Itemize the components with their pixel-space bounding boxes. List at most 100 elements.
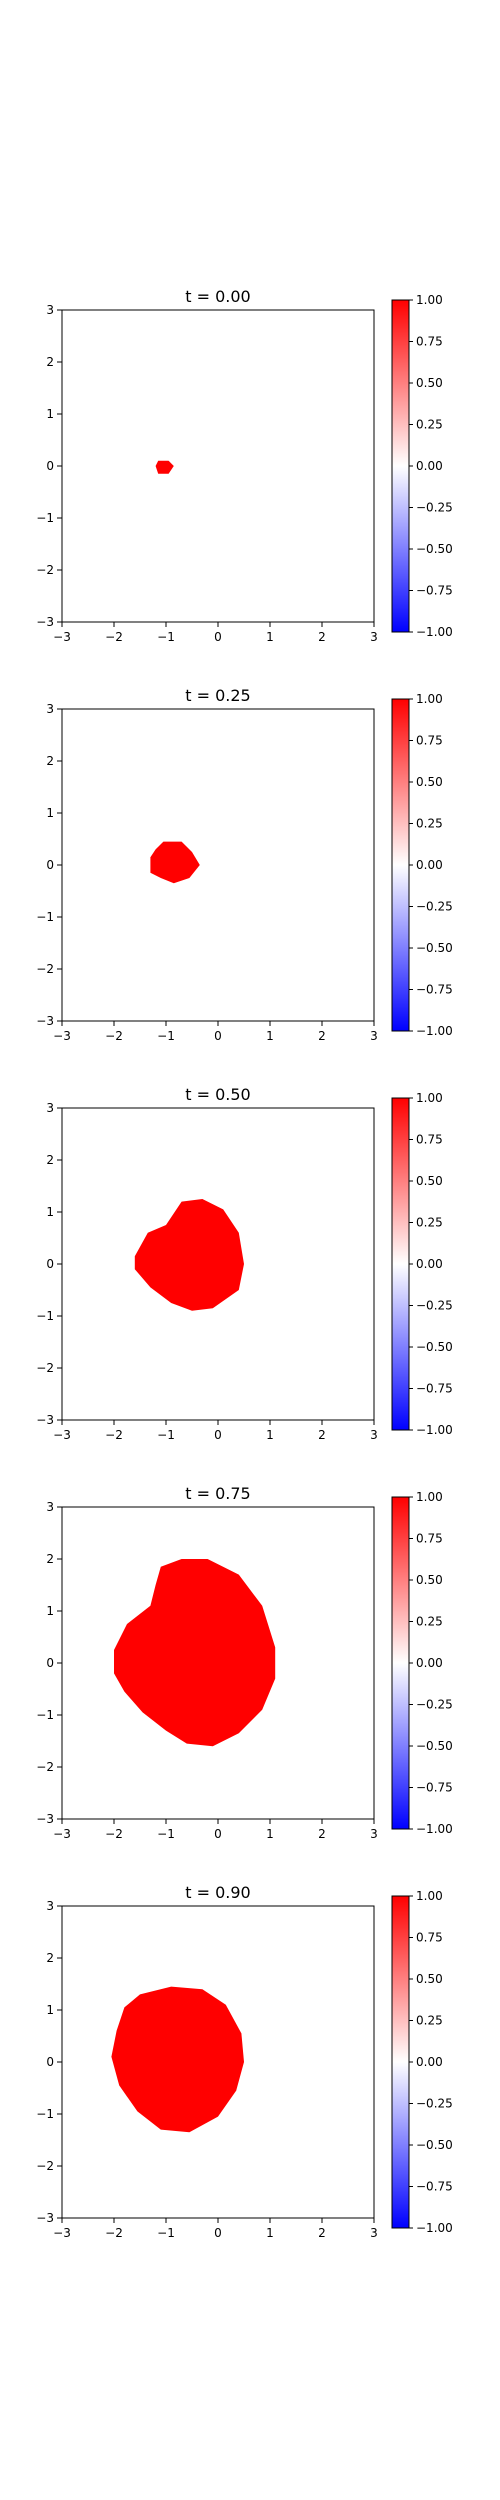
- y-tick-label: 3: [46, 1500, 54, 1514]
- y-tick-label: 3: [46, 702, 54, 716]
- colorbar-tick-label: 1.00: [416, 1889, 443, 1903]
- colorbar-tick-label: −0.75: [416, 584, 453, 598]
- x-tick-label: 3: [370, 1029, 378, 1043]
- y-tick-label: 1: [46, 2003, 54, 2017]
- colorbar-tick-label: 0.75: [416, 1532, 443, 1546]
- colorbar-tick-label: 0.75: [416, 734, 443, 748]
- x-tick-label: 1: [266, 1029, 274, 1043]
- x-tick-label: −3: [53, 1428, 71, 1442]
- y-tick-label: −2: [36, 563, 54, 577]
- x-tick-label: 1: [266, 1827, 274, 1841]
- colorbar-tick-label: 1.00: [416, 1091, 443, 1105]
- y-tick-label: 1: [46, 407, 54, 421]
- chart-panel-1: t = 0.25 −3 −2 −1 0 1 2 3 −3 −2 −1 0 1 2 3 1.00 0.75 0.50…: [36, 686, 452, 1043]
- x-tick-label: 3: [370, 1827, 378, 1841]
- y-tick-label: 0: [46, 858, 54, 872]
- heatmap-region: [134, 1199, 244, 1311]
- plot-frame: [61, 708, 375, 1022]
- x-tick-label: −1: [157, 1428, 175, 1442]
- colorbar-tick-label: −0.50: [416, 941, 453, 955]
- x-tick-label: 0: [214, 630, 222, 644]
- y-tick-label: 0: [46, 459, 54, 473]
- colorbar-tick-label: −1.00: [416, 1423, 453, 1437]
- chart-panel-0: t = 0.00 −3 −2 −1 0 1 2 3 −3 −2 −1 0 1 2 3 1.00 0.75 0.50…: [36, 287, 452, 644]
- colorbar-tick-label: 0.50: [416, 1174, 443, 1188]
- y-tick-label: 3: [46, 303, 54, 317]
- y-tick-label: 2: [46, 754, 54, 768]
- x-tick-label: −3: [53, 1827, 71, 1841]
- x-tick-label: 1: [266, 1428, 274, 1442]
- chart-panel-3: t = 0.75 −3 −2 −1 0 1 2 3 −3 −2 −1 0 1 2 3 1.00 0.75 0.50…: [36, 1484, 452, 1841]
- colorbar-tick-label: −0.50: [416, 2138, 453, 2152]
- y-tick-label: −1: [36, 1708, 54, 1722]
- x-tick-label: −2: [105, 1029, 123, 1043]
- x-tick-label: 3: [370, 630, 378, 644]
- colorbar-tick-label: −0.25: [416, 501, 453, 515]
- y-tick-label: 1: [46, 806, 54, 820]
- x-tick-label: −1: [157, 1029, 175, 1043]
- colorbar-tick-label: −0.50: [416, 1340, 453, 1354]
- y-tick-label: −1: [36, 511, 54, 525]
- colorbar-tick-label: 0.50: [416, 376, 443, 390]
- colorbar-tick-label: 0.25: [416, 2014, 443, 2028]
- x-tick-label: 0: [214, 1029, 222, 1043]
- y-tick-label: −2: [36, 962, 54, 976]
- y-tick-label: 1: [46, 1205, 54, 1219]
- y-tick-label: −2: [36, 1361, 54, 1375]
- heatmap-region: [155, 460, 174, 474]
- x-tick-label: 3: [370, 1428, 378, 1442]
- colorbar-tick-label: −1.00: [416, 1822, 453, 1836]
- x-tick-label: −2: [105, 630, 123, 644]
- colorbar-tick-label: −1.00: [416, 2221, 453, 2235]
- colorbar-tick-label: 0.00: [416, 459, 443, 473]
- colorbar-tick-label: −0.25: [416, 1299, 453, 1313]
- x-tick-label: 1: [266, 2226, 274, 2240]
- y-tick-label: 2: [46, 355, 54, 369]
- colorbar-tick-label: 0.00: [416, 858, 443, 872]
- colorbar-tick-label: 0.25: [416, 418, 443, 432]
- x-tick-label: −1: [157, 630, 175, 644]
- colorbar-tick-label: 0.00: [416, 1656, 443, 1670]
- y-tick-label: −1: [36, 1309, 54, 1323]
- y-tick-label: 2: [46, 1951, 54, 1965]
- colorbar-tick-label: 1.00: [416, 1490, 443, 1504]
- colorbar-tick-label: 0.50: [416, 1573, 443, 1587]
- x-tick-label: −1: [157, 1827, 175, 1841]
- colorbar-tick-label: 0.00: [416, 2055, 443, 2069]
- chart-title: t = 0.90: [185, 1883, 250, 1902]
- colorbar-tick-label: −0.50: [416, 1739, 453, 1753]
- y-tick-label: −3: [36, 1014, 54, 1028]
- colorbar-tick-label: −0.50: [416, 542, 453, 556]
- y-tick-label: −3: [36, 615, 54, 629]
- y-tick-label: 3: [46, 1101, 54, 1115]
- x-tick-label: 2: [318, 1827, 326, 1841]
- colorbar-tick-label: 0.25: [416, 1615, 443, 1629]
- y-tick-label: −3: [36, 1812, 54, 1826]
- colorbar-tick-label: 0.50: [416, 1972, 443, 1986]
- colorbar-tick-label: −1.00: [416, 625, 453, 639]
- colorbar-tick-label: 0.25: [416, 1216, 443, 1230]
- x-tick-label: 2: [318, 1428, 326, 1442]
- heatmap-region: [114, 1559, 276, 1747]
- colorbar-tick-label: 0.25: [416, 817, 443, 831]
- y-tick-label: −3: [36, 2211, 54, 2225]
- x-tick-label: 3: [370, 2226, 378, 2240]
- x-tick-label: −3: [53, 1029, 71, 1043]
- colorbar-tick-label: 1.00: [416, 692, 443, 706]
- chart-title: t = 0.75: [185, 1484, 250, 1503]
- colorbar-tick-label: 1.00: [416, 293, 443, 307]
- colorbar-tick-label: 0.00: [416, 1257, 443, 1271]
- y-tick-label: −2: [36, 1760, 54, 1774]
- x-tick-label: −3: [53, 2226, 71, 2240]
- x-tick-label: −2: [105, 1827, 123, 1841]
- colorbar-tick-label: −1.00: [416, 1024, 453, 1038]
- y-tick-label: −1: [36, 910, 54, 924]
- colorbar: [391, 1097, 410, 1431]
- chart-title: t = 0.25: [185, 686, 250, 705]
- colorbar-tick-label: 0.75: [416, 335, 443, 349]
- heatmap-region: [150, 841, 200, 884]
- x-tick-label: 2: [318, 630, 326, 644]
- y-tick-label: 3: [46, 1899, 54, 1913]
- colorbar-tick-label: −0.25: [416, 2097, 453, 2111]
